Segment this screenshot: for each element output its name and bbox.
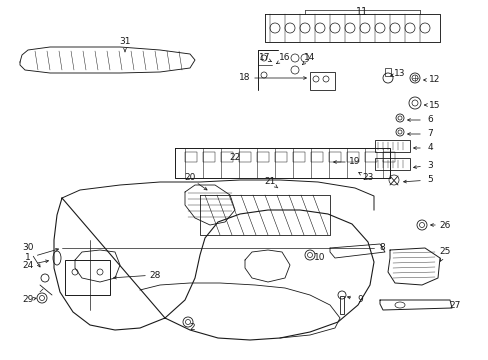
Bar: [257, 152, 268, 162]
Text: 1: 1: [25, 253, 31, 262]
Bar: [328, 152, 340, 162]
Bar: [374, 140, 409, 152]
Bar: [384, 68, 390, 76]
Text: 3: 3: [426, 161, 432, 170]
Text: 7: 7: [426, 130, 432, 139]
Bar: [339, 296, 343, 314]
Text: 14: 14: [304, 54, 315, 63]
Text: 13: 13: [393, 69, 405, 78]
Text: 27: 27: [448, 301, 460, 310]
Text: 17: 17: [259, 54, 270, 63]
Text: 24: 24: [22, 261, 34, 270]
Text: 19: 19: [348, 158, 360, 166]
Bar: [382, 152, 394, 162]
Text: 10: 10: [314, 253, 325, 262]
Text: 22: 22: [229, 153, 240, 162]
Text: 2: 2: [189, 324, 194, 333]
Text: 23: 23: [362, 174, 373, 183]
Bar: [239, 152, 250, 162]
Text: 6: 6: [426, 116, 432, 125]
Text: 4: 4: [427, 144, 432, 153]
Text: 31: 31: [119, 37, 130, 46]
Text: 28: 28: [149, 270, 161, 279]
Bar: [374, 158, 409, 170]
Bar: [292, 152, 305, 162]
Text: 29: 29: [22, 296, 34, 305]
Text: 16: 16: [279, 54, 290, 63]
Bar: [203, 152, 215, 162]
Text: 20: 20: [184, 174, 195, 183]
Text: 25: 25: [438, 248, 450, 256]
Text: 9: 9: [356, 296, 362, 305]
Bar: [309, 72, 334, 90]
Bar: [221, 152, 232, 162]
Bar: [364, 152, 376, 162]
Text: 8: 8: [378, 243, 384, 252]
Bar: [346, 152, 358, 162]
Bar: [65, 260, 110, 295]
Text: 12: 12: [428, 76, 440, 85]
Bar: [184, 152, 197, 162]
Text: 11: 11: [355, 7, 367, 17]
Text: 21: 21: [264, 177, 275, 186]
Text: 15: 15: [428, 100, 440, 109]
Text: 5: 5: [426, 175, 432, 184]
Text: 30: 30: [22, 243, 34, 252]
Text: 26: 26: [438, 220, 450, 230]
Bar: [274, 152, 286, 162]
Bar: [310, 152, 323, 162]
Text: 18: 18: [239, 73, 250, 82]
